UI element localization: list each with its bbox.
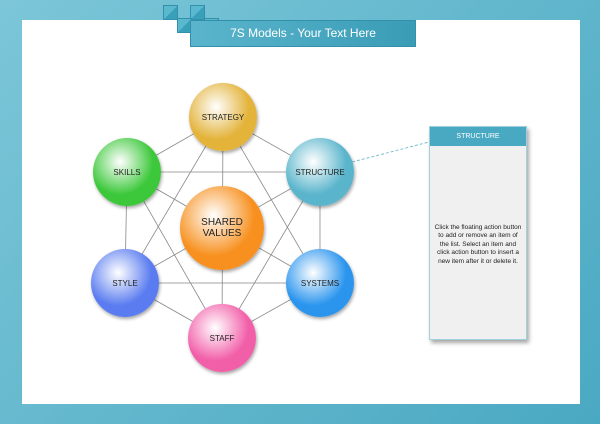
node-label: STRUCTURE <box>295 167 345 177</box>
node-skills[interactable]: SKILLS <box>93 138 161 206</box>
node-strategy[interactable]: STRATEGY <box>189 83 257 151</box>
node-label: SYSTEMS <box>300 278 340 288</box>
node-shared-values[interactable]: SHARED VALUES <box>180 186 264 270</box>
node-label: STRATEGY <box>201 112 245 122</box>
node-staff[interactable]: STAFF <box>188 304 256 372</box>
panel-title: STRUCTURE <box>430 127 526 146</box>
node-label: SHARED VALUES <box>201 217 243 239</box>
node-systems[interactable]: SYSTEMS <box>286 249 354 317</box>
callout-line <box>351 141 430 163</box>
decor-square <box>163 5 178 20</box>
panel-text: Click the floating action button to add … <box>434 224 522 265</box>
node-label: SKILLS <box>113 167 141 177</box>
decor-square <box>190 5 205 20</box>
node-label: STAFF <box>209 333 235 343</box>
title-banner[interactable]: 7S Models - Your Text Here <box>190 20 416 47</box>
node-structure[interactable]: STRUCTURE <box>286 138 354 206</box>
info-panel[interactable]: STRUCTURE Click the floating action butt… <box>429 126 527 340</box>
node-label: STYLE <box>112 278 138 288</box>
node-style[interactable]: STYLE <box>91 249 159 317</box>
